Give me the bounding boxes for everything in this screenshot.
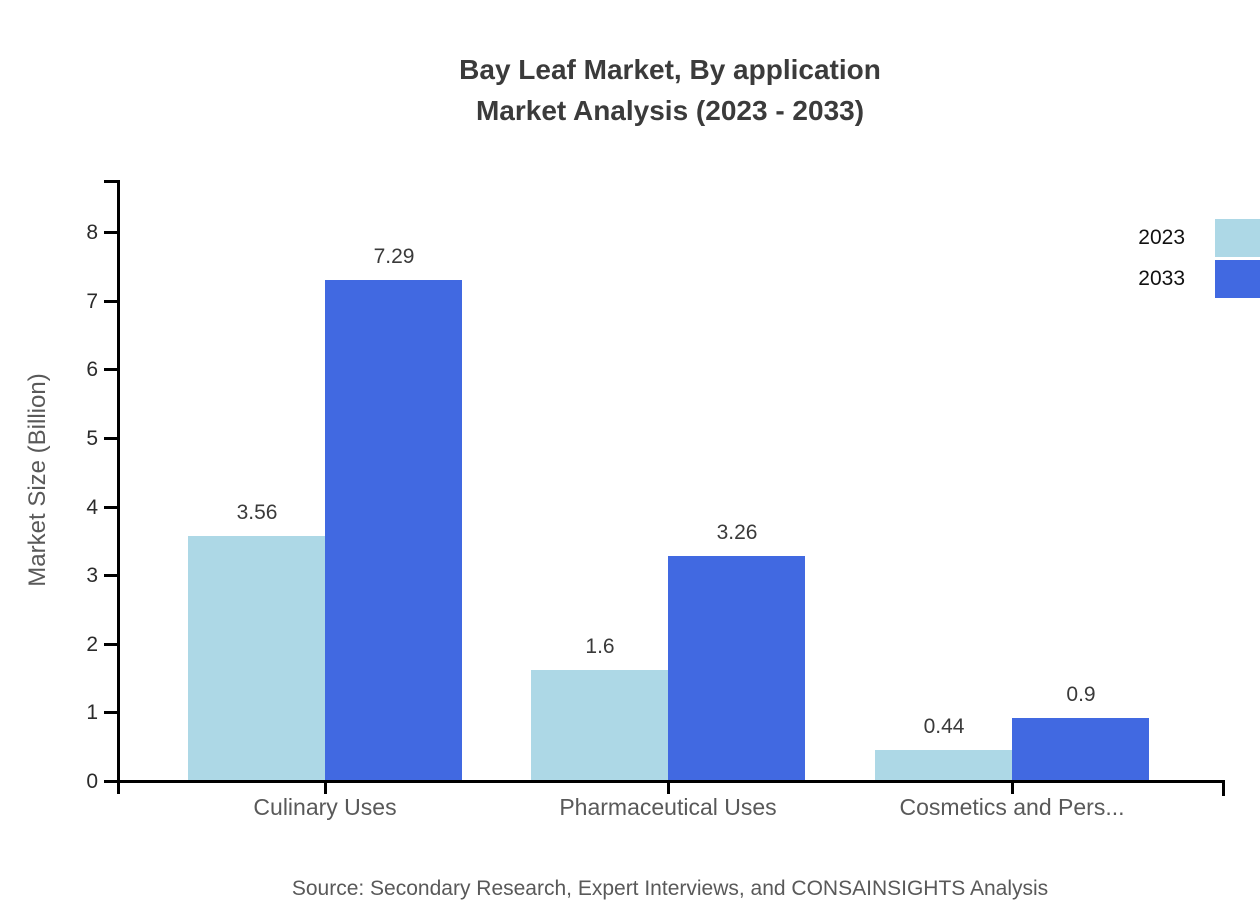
y-tick-label: 1 [86,701,98,724]
y-tick-mark [104,300,117,303]
x-category-label: Culinary Uses [253,794,397,820]
bar-2033-2 [1012,718,1149,782]
x-category-label: Pharmaceutical Uses [559,794,777,820]
chart-title-block: Bay Leaf Market, By application Market A… [118,49,1222,131]
source-attribution: Source: Secondary Research, Expert Inter… [291,877,1049,900]
x-tick-mark [667,780,670,794]
chart-title-line1: Bay Leaf Market, By application [459,54,881,85]
chart-title-line2: Market Analysis (2023 - 2033) [475,95,865,126]
y-tick-label: 2 [86,633,98,656]
y-tick-mark [104,574,117,577]
y-tick-mark [104,231,117,234]
y-tick-mark [104,368,117,371]
y-tick-mark [104,437,117,440]
y-axis-end-cap [104,180,120,183]
y-tick-mark [104,506,117,509]
x-axis-line [117,780,1225,783]
x-category-label: Cosmetics and Pers... [899,794,1125,820]
legend-label: 2033 [1138,267,1185,290]
legend-swatch-2023 [1215,219,1260,257]
y-tick-mark [104,643,117,646]
x-tick-mark [1011,780,1014,794]
bar-value-label: 0.44 [923,715,965,738]
y-tick-label: 6 [86,358,98,381]
y-tick-label: 0 [86,770,98,793]
x-axis-end-cap [1222,780,1225,796]
bar-value-label: 1.6 [585,635,615,658]
bar-value-label: 3.26 [716,521,758,544]
bar-value-label: 7.29 [373,245,415,268]
bar-2023-0 [188,536,325,782]
y-tick-mark [104,780,117,783]
y-tick-label: 3 [86,564,98,587]
legend-label: 2023 [1138,226,1185,249]
legend-item-2033: 2033 [1138,260,1260,298]
bar-2023-2 [875,750,1012,782]
y-axis-line [117,180,120,794]
legend-item-2023: 2023 [1138,219,1260,257]
bar-2033-1 [668,556,805,782]
y-tick-mark [104,711,117,714]
bar-value-label: 0.9 [1066,683,1096,706]
bar-2033-0 [325,280,462,782]
legend-swatch-2033 [1215,260,1260,298]
bar-2023-1 [531,670,668,782]
bar-value-label: 3.56 [236,501,278,524]
y-tick-label: 8 [86,221,98,244]
y-tick-label: 4 [86,496,98,519]
x-tick-mark [324,780,327,794]
y-tick-label: 7 [86,290,98,313]
y-tick-label: 5 [86,427,98,450]
chart-legend: 2023 2033 [1138,219,1260,301]
